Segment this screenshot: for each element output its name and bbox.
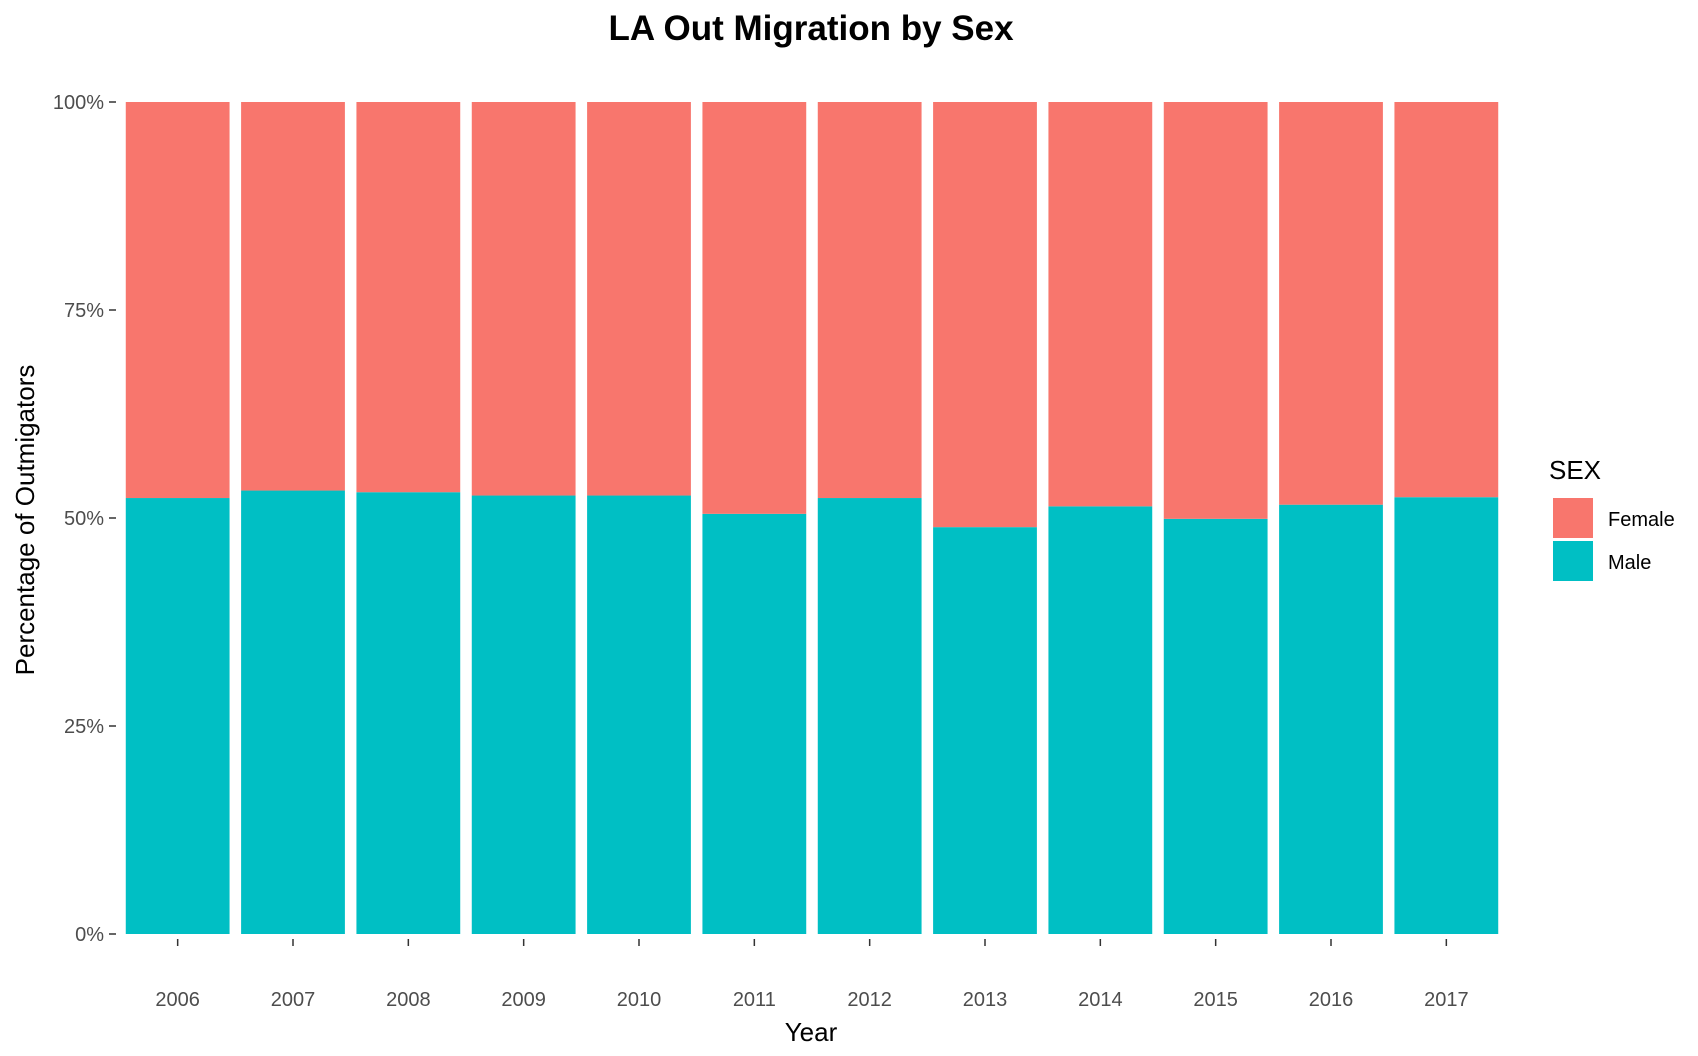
x-axis: 2006 2007 2008 2009 2010 2011 2012 2013 2014 2015… [155, 939, 1469, 1011]
x-tick-label: 2009 [501, 989, 546, 1011]
bar-female-2012 [817, 102, 922, 499]
bar-female-2016 [1279, 102, 1383, 505]
legend-label-male: Male [1608, 552, 1651, 574]
y-tick-label: 50% [64, 508, 104, 530]
x-tick-label: 2017 [1424, 989, 1469, 1011]
y-tick-label: 100% [53, 92, 104, 114]
bar-female-2013 [933, 102, 1037, 528]
y-tick-label: 75% [64, 300, 104, 322]
bar-male-2012 [817, 498, 922, 934]
x-tick-label: 2013 [963, 989, 1008, 1011]
bar-male-2017 [1394, 497, 1499, 934]
x-tick-label: 2006 [155, 989, 200, 1011]
legend-key-male [1553, 541, 1593, 581]
bar-female-2010 [587, 102, 691, 496]
bar-male-2006 [125, 498, 230, 934]
bar-female-2007 [241, 102, 345, 491]
bar-female-2009 [471, 102, 576, 496]
bar-male-2013 [933, 527, 1037, 934]
x-axis-title: Year [785, 1017, 838, 1047]
legend-label-female: Female [1608, 509, 1675, 531]
bar-female-2015 [1163, 102, 1268, 519]
bar-male-2007 [241, 490, 345, 934]
bar-male-2015 [1163, 518, 1268, 934]
x-tick-label: 2014 [1078, 989, 1123, 1011]
bar-female-2006 [125, 102, 230, 499]
bar-male-2011 [702, 513, 807, 934]
bar-male-2010 [587, 495, 691, 934]
bar-male-2008 [356, 492, 461, 934]
x-tick-label: 2007 [271, 989, 316, 1011]
x-tick-label: 2016 [1309, 989, 1354, 1011]
x-tick-label: 2012 [847, 989, 892, 1011]
legend: SEX Female Male [1549, 455, 1675, 581]
legend-title: SEX [1549, 455, 1601, 485]
x-tick-label: 2010 [617, 989, 662, 1011]
chart-title: LA Out Migration by Sex [608, 9, 1014, 48]
bar-female-2011 [702, 102, 807, 514]
bar-male-2009 [471, 495, 576, 934]
x-tick-label: 2008 [386, 989, 431, 1011]
y-tick-label: 0% [75, 924, 104, 946]
bar-male-2014 [1048, 506, 1153, 934]
x-tick-label: 2015 [1193, 989, 1238, 1011]
y-axis-title: Percentage of Outmigators [10, 365, 40, 676]
y-axis: 0% 25% 50% 75% 100% [53, 92, 116, 946]
bar-male-2016 [1279, 504, 1383, 934]
bar-female-2014 [1048, 102, 1153, 507]
y-tick-label: 25% [64, 716, 104, 738]
bar-area [125, 102, 1499, 934]
x-tick-label: 2011 [733, 989, 776, 1011]
legend-key-female [1553, 498, 1593, 538]
bar-female-2008 [356, 102, 461, 493]
bar-female-2017 [1394, 102, 1499, 498]
